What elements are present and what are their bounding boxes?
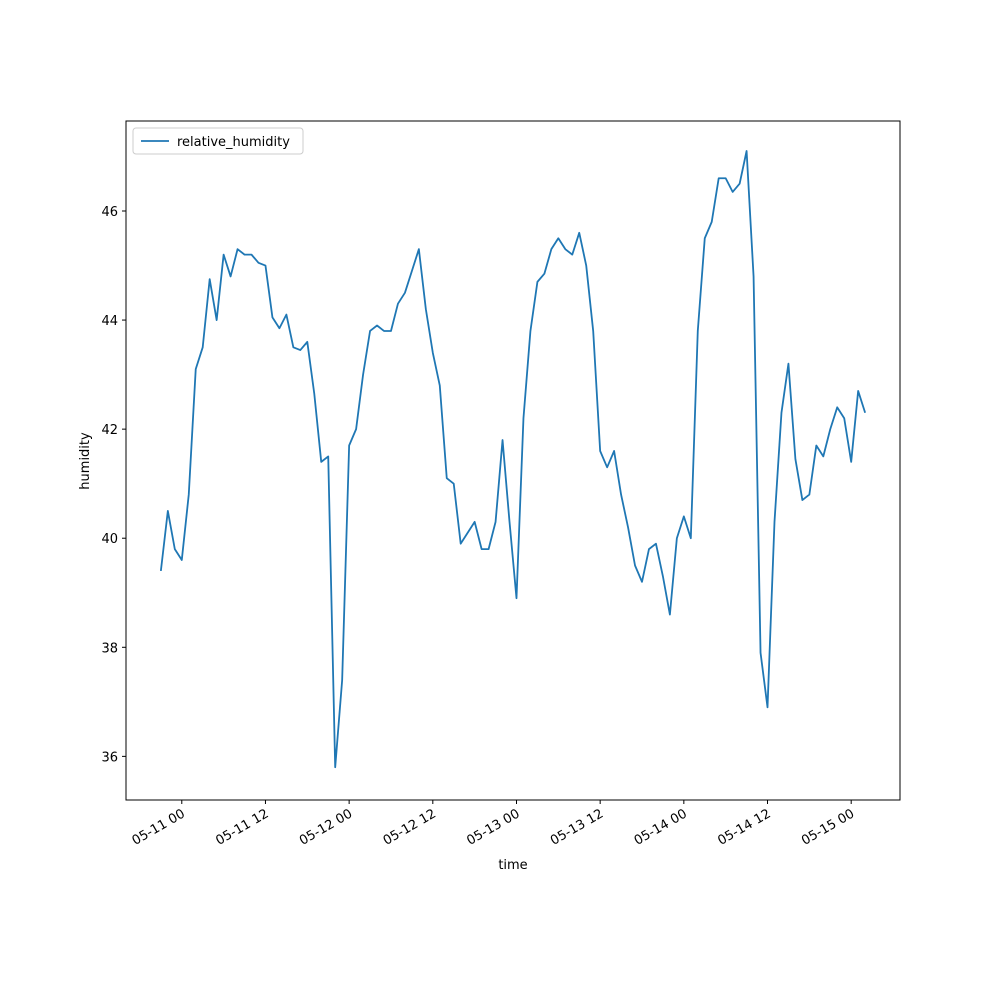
x-tick-label: 05-14 00 (632, 806, 690, 848)
x-tick-label: 05-15 00 (799, 806, 857, 848)
x-tick-label: 05-12 12 (381, 806, 439, 848)
y-tick-label: 44 (101, 314, 118, 329)
x-tick-label: 05-13 12 (548, 806, 606, 848)
axes-frame (125, 120, 901, 801)
x-tick-label: 05-11 12 (213, 806, 271, 848)
x-tick-label: 05-13 00 (464, 806, 522, 848)
y-tick-label: 40 (101, 532, 118, 547)
x-tick-label: 05-11 00 (130, 806, 188, 848)
x-tick-label: 05-12 00 (297, 806, 355, 848)
y-axis-label: humidity (78, 432, 93, 490)
legend-label: relative_humidity (177, 135, 290, 150)
y-tick-label: 38 (101, 641, 118, 656)
data-line (159, 150, 866, 769)
y-tick-label: 42 (101, 423, 118, 438)
legend-box (132, 127, 304, 155)
y-tick-label: 46 (101, 205, 118, 220)
x-axis-label: time (498, 858, 527, 873)
x-tick-label: 05-14 12 (715, 806, 773, 848)
y-tick-label: 36 (101, 750, 118, 765)
